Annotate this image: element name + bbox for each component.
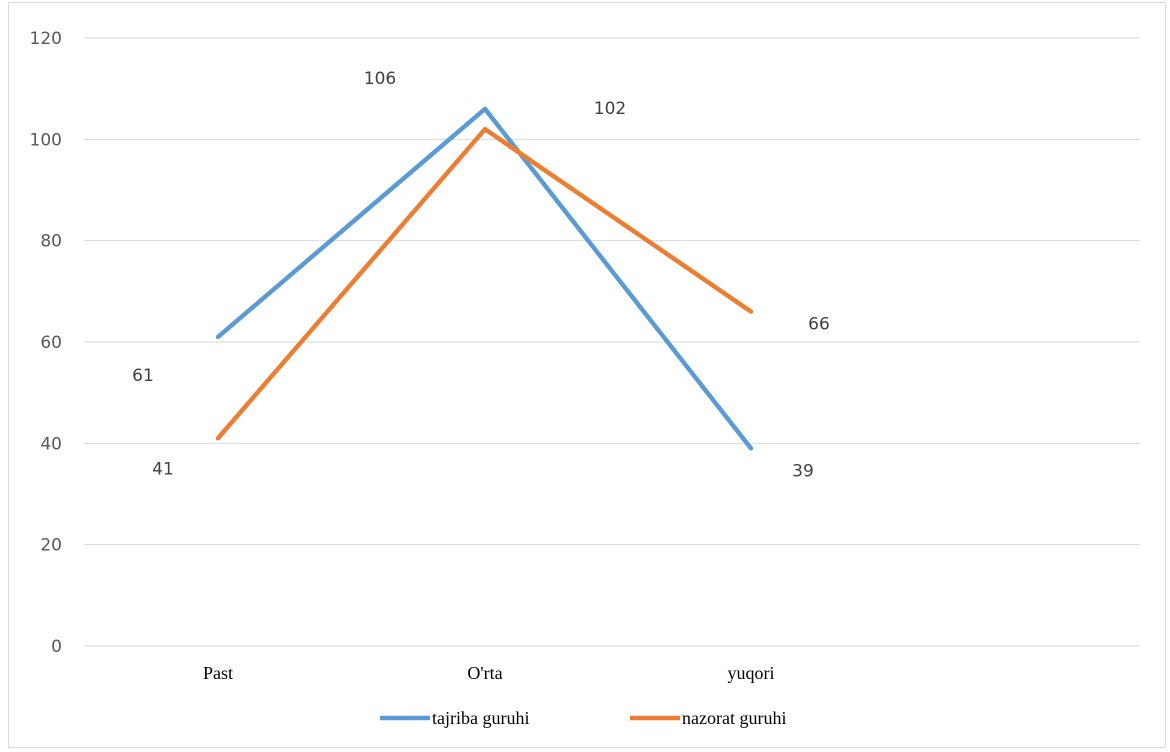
- x-tick-label-2: yuqori: [728, 663, 775, 683]
- y-axis-ticks: 0 20 40 60 80 100 120: [30, 29, 62, 657]
- data-label-0-0: 61: [132, 366, 154, 386]
- data-label-0-1: 106: [364, 69, 396, 89]
- gridlines: [84, 37, 1140, 647]
- data-label-1-0: 41: [152, 459, 174, 479]
- chart-frame: [8, 2, 1166, 748]
- x-tick-label-1: O'rta: [467, 663, 502, 683]
- x-tick-label-0: Past: [203, 663, 233, 683]
- x-axis-ticks: Past O'rta yuqori: [203, 663, 775, 683]
- y-tick-label-60: 60: [40, 333, 62, 353]
- legend: tajriba guruhi nazorat guruhi: [380, 708, 786, 728]
- data-label-1-1: 102: [594, 99, 626, 119]
- data-label-0-2: 39: [792, 461, 814, 481]
- data-labels: 61 106 39 41 102 66: [132, 69, 830, 481]
- series-lines: [215, 106, 754, 451]
- legend-label-1: nazorat guruhi: [682, 708, 786, 728]
- y-tick-label-0: 0: [51, 637, 62, 657]
- y-tick-label-40: 40: [40, 434, 62, 454]
- y-tick-label-80: 80: [40, 232, 62, 252]
- y-tick-label-120: 120: [30, 29, 62, 49]
- series-line-0: [215, 106, 754, 451]
- legend-label-0: tajriba guruhi: [432, 708, 529, 728]
- y-tick-label-100: 100: [30, 130, 62, 150]
- y-tick-label-20: 20: [40, 536, 62, 556]
- data-label-1-2: 66: [808, 315, 830, 335]
- series-line-1: [215, 126, 754, 441]
